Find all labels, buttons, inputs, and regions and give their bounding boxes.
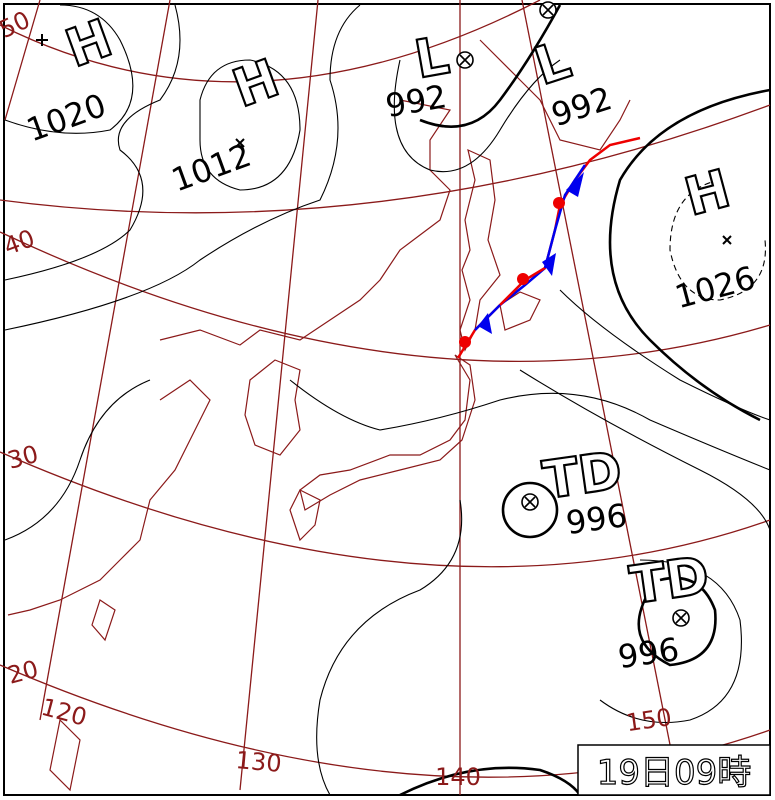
isobar: [519, 369, 771, 531]
coast: [49, 718, 81, 792]
center-marker: [235, 138, 245, 148]
isobar: [637, 576, 717, 667]
cold-front: [543, 164, 587, 269]
longitude-line: [521, 0, 681, 796]
center-marker: [459, 54, 471, 66]
longitude-line: [239, 0, 319, 791]
isobar: [4, 4, 361, 331]
warm-symbol: [553, 197, 565, 209]
coast: [499, 291, 541, 331]
isobar: [316, 499, 463, 796]
longitude-line: [39, 0, 171, 721]
isobars: [4, 4, 771, 797]
longitude-label: 140: [435, 763, 481, 791]
coastlines: [7, 39, 631, 792]
coast: [459, 148, 501, 352]
coast: [7, 379, 211, 616]
map-frame: [3, 3, 771, 796]
isobar: [559, 289, 771, 421]
coast: [479, 39, 631, 151]
center-marker: [675, 612, 687, 624]
isobar: [419, 4, 562, 128]
isobar: [4, 379, 151, 541]
timestamp-box: [577, 744, 771, 796]
coast: [289, 489, 321, 542]
coast: [91, 599, 116, 642]
isobar: [669, 179, 766, 301]
warm-symbol: [459, 336, 471, 348]
latitude-line: [0, 451, 771, 568]
center-marker: [524, 496, 536, 508]
isobar: [393, 59, 561, 173]
isobar: [4, 4, 134, 134]
coast: [244, 359, 301, 456]
isobar: [4, 4, 181, 281]
isobar: [199, 59, 301, 191]
coast: [159, 99, 451, 346]
longitude-line: [4, 0, 41, 121]
cold-symbol: [542, 253, 556, 276]
front: [456, 136, 641, 359]
longitude-label: 150: [624, 703, 673, 737]
coast: [299, 354, 476, 511]
isobar: [399, 766, 582, 797]
center-marker: [36, 34, 48, 46]
timestamp: 19日09時: [597, 753, 752, 793]
center-marker: [722, 235, 732, 245]
warm-symbol: [517, 273, 529, 285]
isobar: [501, 481, 559, 539]
system-symbol: TD: [540, 441, 626, 511]
isobar: [599, 559, 742, 723]
cold-symbol: [566, 172, 584, 197]
center-marker: [542, 4, 554, 16]
cold-symbol: [478, 313, 492, 334]
latitude-line: [0, 104, 771, 214]
isobar: [608, 88, 771, 422]
isobar: [289, 379, 771, 471]
pressure-label: 996: [616, 630, 682, 676]
longitude-label: 130: [235, 746, 283, 778]
pressure-label: 996: [564, 496, 630, 542]
system-symbol: TD: [627, 546, 713, 616]
